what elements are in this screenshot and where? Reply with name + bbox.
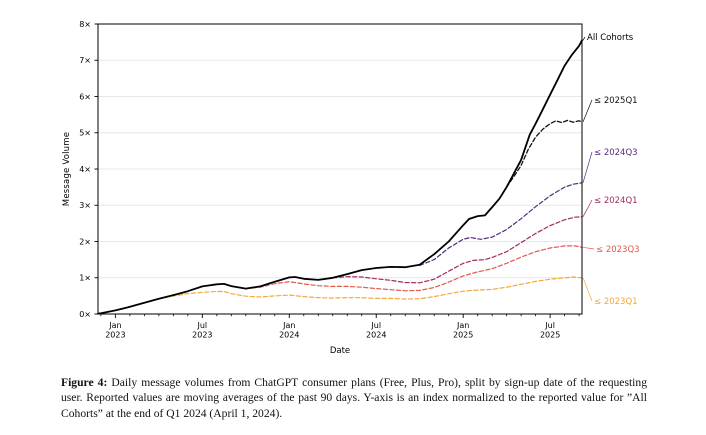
x-tick-label-year: 2025 — [453, 331, 473, 340]
y-tick-label: 3× — [79, 201, 91, 210]
x-tick-label-month: Jul — [370, 321, 381, 330]
series-label-all-cohorts: All Cohorts — [587, 33, 634, 43]
y-tick-label: 2× — [79, 237, 91, 246]
y-tick-label: 7× — [79, 56, 91, 65]
series-label-2025q1: ≤ 2025Q1 — [594, 96, 638, 106]
label-connector — [582, 151, 593, 183]
y-tick-label: 4× — [79, 165, 91, 174]
label-connector — [582, 36, 586, 41]
plot-border — [97, 23, 583, 315]
x-tick-label-month: Jan — [108, 321, 121, 330]
series-line-2023q3 — [245, 245, 583, 292]
series-label-2024q3: ≤ 2024Q3 — [594, 148, 638, 158]
x-tick-label-year: 2025 — [540, 331, 560, 340]
label-connector — [582, 99, 593, 123]
x-tick-label-month: Jul — [197, 321, 208, 330]
x-tick-label-year: 2024 — [366, 331, 386, 340]
label-connector — [582, 199, 593, 217]
x-tick-label-year: 2023 — [192, 331, 212, 340]
y-axis-title: Message Volume — [62, 131, 72, 207]
chart-canvas: 0×1×2×3×4×5×6×7×8×Jan2023Jul2023Jan2024J… — [79, 20, 640, 340]
series-line-2024q3 — [419, 182, 583, 266]
label-connector — [582, 246, 595, 250]
x-axis-title: Date — [329, 346, 351, 356]
series-line-2023q1 — [158, 276, 583, 300]
series-line-all-cohorts — [97, 39, 583, 315]
x-tick-label-month: Jul — [544, 321, 555, 330]
figure-caption-body: Daily message volumes from ChatGPT consu… — [61, 376, 647, 420]
figure-caption-label: Figure 4: — [61, 376, 108, 389]
figure-caption: Figure 4: Daily message volumes from Cha… — [61, 375, 647, 421]
x-tick-label-month: Jan — [282, 321, 295, 330]
series-line-2024q1 — [332, 216, 583, 284]
series-line-2025q1 — [505, 119, 583, 188]
series-label-2024q1: ≤ 2024Q1 — [594, 196, 638, 206]
x-tick-label-month: Jan — [456, 321, 469, 330]
y-tick-label: 8× — [79, 20, 91, 29]
y-tick-label: 1× — [79, 274, 91, 283]
x-tick-label-year: 2023 — [105, 331, 125, 340]
x-tick-label-year: 2024 — [279, 331, 299, 340]
y-tick-label: 6× — [79, 92, 91, 101]
series-label-2023q3: ≤ 2023Q3 — [596, 245, 640, 255]
series-label-2023q1: ≤ 2023Q1 — [594, 297, 638, 307]
y-tick-label: 5× — [79, 129, 91, 138]
message-volume-chart: 0× 1× 2× 3× 4× 5× 6× 7× 8× Jan 2023 Jul 2023 Jan 2024 J… — [62, 20, 640, 356]
y-tick-label: 0× — [79, 310, 91, 319]
label-connector — [582, 277, 593, 302]
